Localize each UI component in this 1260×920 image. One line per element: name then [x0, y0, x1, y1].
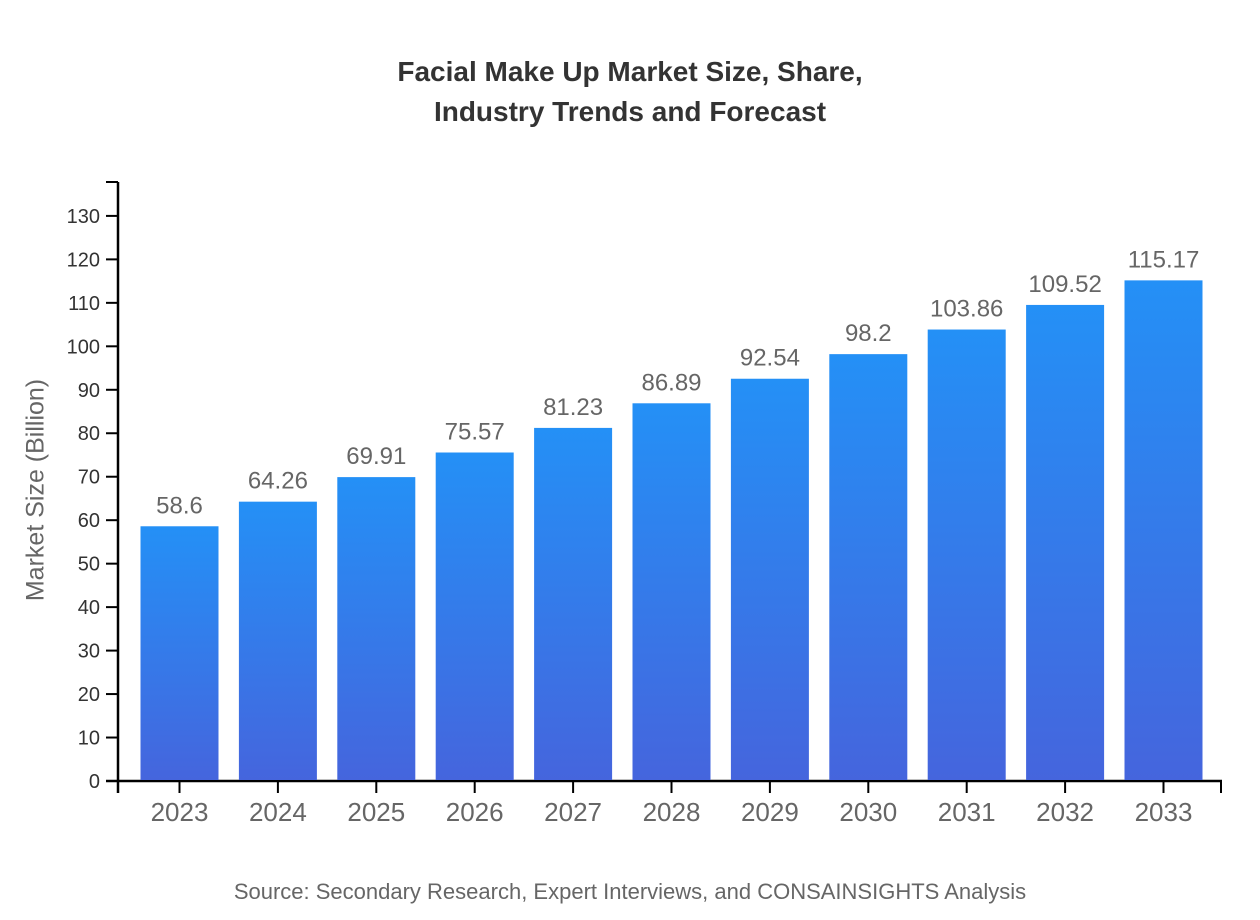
- bar-value-label-2031: 103.86: [930, 296, 1003, 323]
- bar-value-label-2025: 69.91: [346, 443, 406, 470]
- x-category-label-2023: 2023: [151, 797, 209, 827]
- y-tick-label: 50: [78, 554, 100, 576]
- bar-2028: [632, 403, 711, 780]
- bar-2030: [829, 354, 908, 780]
- bar-2025: [337, 477, 416, 780]
- y-tick-label: 90: [78, 380, 100, 402]
- bar-value-label-2023: 58.6: [156, 492, 203, 519]
- chart-title: Facial Make Up Market Size, Share, Indus…: [0, 52, 1260, 132]
- y-tick-label: 10: [78, 728, 100, 750]
- bar-value-label-2026: 75.57: [445, 419, 505, 446]
- y-tick-label: 100: [67, 336, 100, 358]
- y-tick-label: 30: [78, 641, 100, 663]
- x-category-label-2028: 2028: [643, 797, 701, 827]
- y-tick-label: 110: [68, 293, 100, 315]
- bar-value-label-2028: 86.89: [641, 369, 701, 396]
- bar-2027: [534, 427, 613, 780]
- y-tick-label: 130: [67, 206, 100, 228]
- bar-2032: [1026, 304, 1105, 780]
- bar-value-label-2032: 109.52: [1028, 271, 1101, 298]
- bar-value-label-2029: 92.54: [740, 345, 800, 372]
- x-category-label-2029: 2029: [741, 797, 799, 827]
- x-category-label-2027: 2027: [544, 797, 602, 827]
- x-category-label-2030: 2030: [839, 797, 897, 827]
- y-tick-label: 40: [78, 597, 100, 619]
- bar-2023: [140, 526, 219, 780]
- chart-title-line1: Facial Make Up Market Size, Share,: [397, 56, 863, 87]
- x-category-label-2026: 2026: [446, 797, 504, 827]
- y-tick-label: 80: [78, 423, 100, 445]
- x-category-label-2031: 2031: [938, 797, 996, 827]
- bar-2024: [238, 501, 317, 780]
- chart-title-line2: Industry Trends and Forecast: [433, 96, 827, 127]
- bar-2033: [1124, 280, 1203, 780]
- y-tick-label: 20: [78, 684, 100, 706]
- bar-value-label-2033: 115.17: [1128, 246, 1200, 273]
- source-note: Source: Secondary Research, Expert Inter…: [233, 879, 1027, 904]
- x-category-label-2033: 2033: [1135, 797, 1193, 827]
- bar-2031: [927, 329, 1006, 780]
- bar-value-label-2027: 81.23: [543, 394, 603, 421]
- x-category-label-2032: 2032: [1036, 797, 1094, 827]
- bar-2029: [730, 378, 809, 780]
- bar-2026: [435, 452, 514, 780]
- x-category-label-2024: 2024: [249, 797, 307, 827]
- y-tick-label: 60: [78, 510, 100, 532]
- bar-value-label-2024: 64.26: [248, 468, 308, 495]
- x-category-label-2025: 2025: [347, 797, 405, 827]
- y-tick-label: 0: [89, 771, 100, 793]
- bar-value-label-2030: 98.2: [845, 320, 892, 347]
- y-tick-label: 120: [67, 249, 100, 271]
- y-tick-label: 70: [78, 467, 100, 489]
